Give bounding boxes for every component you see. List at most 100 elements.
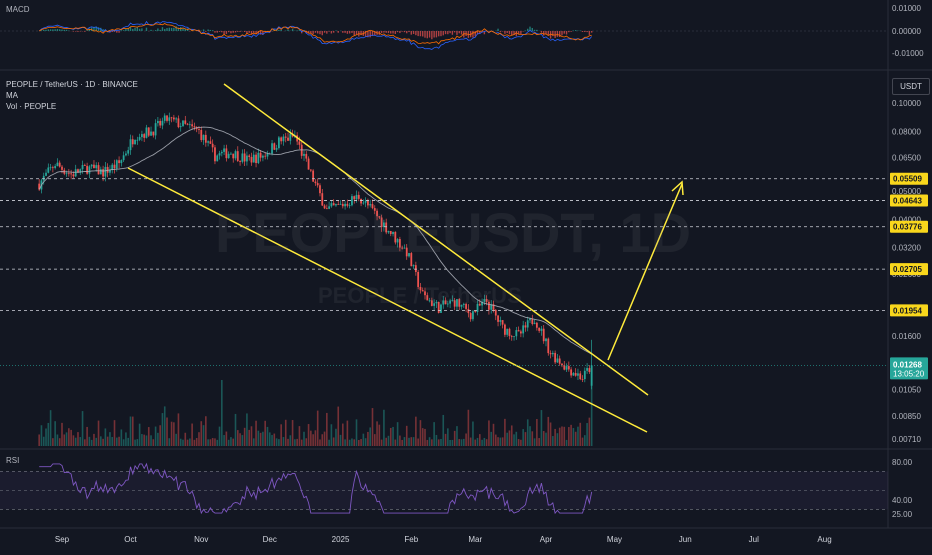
macd-histogram-bar <box>328 31 329 32</box>
candle-body <box>182 120 184 126</box>
macd-histogram-bar <box>116 31 117 33</box>
macd-histogram-bar <box>536 30 537 31</box>
macd-histogram-bar <box>86 30 87 31</box>
candle-body <box>212 144 214 148</box>
macd-histogram-bar <box>436 31 437 37</box>
candle-body <box>283 137 285 142</box>
volume-bar <box>399 436 401 446</box>
candle-body <box>54 166 56 168</box>
volume-bar <box>191 424 193 446</box>
candle-body <box>209 141 211 143</box>
volume-bar <box>130 416 132 446</box>
macd-histogram-bar <box>552 31 553 36</box>
macd-histogram-bar <box>591 31 592 33</box>
macd-histogram-bar <box>527 29 528 31</box>
candle-body <box>180 126 182 127</box>
macd-tick-label: -0.01000 <box>892 49 924 58</box>
macd-histogram-bar <box>417 31 418 36</box>
macd-histogram-bar <box>424 31 425 38</box>
volume-bar <box>137 439 139 446</box>
macd-histogram-bar <box>401 31 402 32</box>
volume-bar <box>477 438 479 446</box>
volume-bar <box>258 431 260 446</box>
candle-body <box>552 353 554 354</box>
candle-body <box>572 373 574 375</box>
candle-body <box>184 120 186 123</box>
candle-body <box>173 118 175 120</box>
candle-body <box>276 148 278 150</box>
macd-histogram-bar <box>331 31 332 33</box>
candle-body <box>315 182 317 183</box>
time-tick-label: Sep <box>55 535 70 544</box>
candle-body <box>66 173 68 174</box>
macd-histogram-bar <box>169 28 170 31</box>
macd-histogram-bar <box>324 31 325 33</box>
candle-body <box>260 153 262 158</box>
volume-bar <box>169 438 171 446</box>
volume-bar <box>541 410 543 446</box>
macd-histogram-bar <box>132 29 133 31</box>
macd-histogram-bar <box>543 31 544 36</box>
macd-histogram-bar <box>447 31 448 34</box>
candle-body <box>305 154 307 159</box>
candle-body <box>52 167 54 168</box>
volume-bar <box>534 438 536 446</box>
candle-body <box>495 310 497 316</box>
macd-histogram-bar <box>319 31 320 34</box>
volume-bar <box>385 438 387 446</box>
candle-body <box>244 153 246 161</box>
volume-bar <box>61 423 63 446</box>
volume-bar <box>328 440 330 446</box>
volume-bar <box>107 437 109 446</box>
volume-bar <box>68 428 70 446</box>
volume-bar <box>351 438 353 446</box>
volume-bar <box>244 428 246 446</box>
volume-bar <box>223 435 225 446</box>
volume-bar <box>497 437 499 446</box>
candle-body <box>515 330 517 336</box>
volume-bar <box>490 432 492 446</box>
candle-body <box>203 135 205 140</box>
candle-body <box>356 195 358 199</box>
macd-histogram-bar <box>219 31 220 32</box>
candle-body <box>278 137 280 148</box>
macd-histogram-bar <box>205 31 206 32</box>
macd-histogram-bar <box>50 29 51 31</box>
volume-bar <box>180 439 182 446</box>
macd-histogram-bar <box>112 31 113 32</box>
macd-histogram-bar <box>210 30 211 31</box>
macd-histogram-bar <box>427 31 428 38</box>
candle-body <box>554 353 556 362</box>
volume-bar <box>442 415 444 446</box>
volume-bar <box>205 416 207 446</box>
macd-histogram-bar <box>230 31 231 33</box>
macd-histogram-bar <box>548 31 549 35</box>
volume-bar <box>353 439 355 446</box>
macd-histogram-bar <box>568 31 569 32</box>
symbol-title[interactable]: PEOPLE / TetherUS · 1D · BINANCE <box>6 79 138 90</box>
volume-bar <box>285 420 287 446</box>
macd-histogram-bar <box>461 31 462 35</box>
ma-legend[interactable]: MA <box>6 90 138 101</box>
macd-histogram-bar <box>452 31 453 35</box>
currency-button[interactable]: USDT <box>892 78 930 95</box>
macd-histogram-bar <box>54 29 55 31</box>
volume-bar <box>413 437 415 446</box>
volume-bar <box>324 432 326 446</box>
candle-body <box>536 323 538 328</box>
volume-bar <box>237 430 239 446</box>
volume-bar <box>166 417 168 446</box>
volume-bar <box>203 425 205 446</box>
volume-bar <box>570 425 572 446</box>
volume-bar <box>452 440 454 446</box>
price-tick-label: 0.06500 <box>892 154 921 163</box>
volume-bar <box>251 426 253 446</box>
vol-legend[interactable]: Vol · PEOPLE <box>6 101 138 112</box>
candle-body <box>45 173 47 176</box>
level-price-label: 0.03776 <box>893 223 922 232</box>
volume-bar <box>465 433 467 446</box>
volume-bar <box>470 438 472 446</box>
volume-bar <box>125 432 127 446</box>
